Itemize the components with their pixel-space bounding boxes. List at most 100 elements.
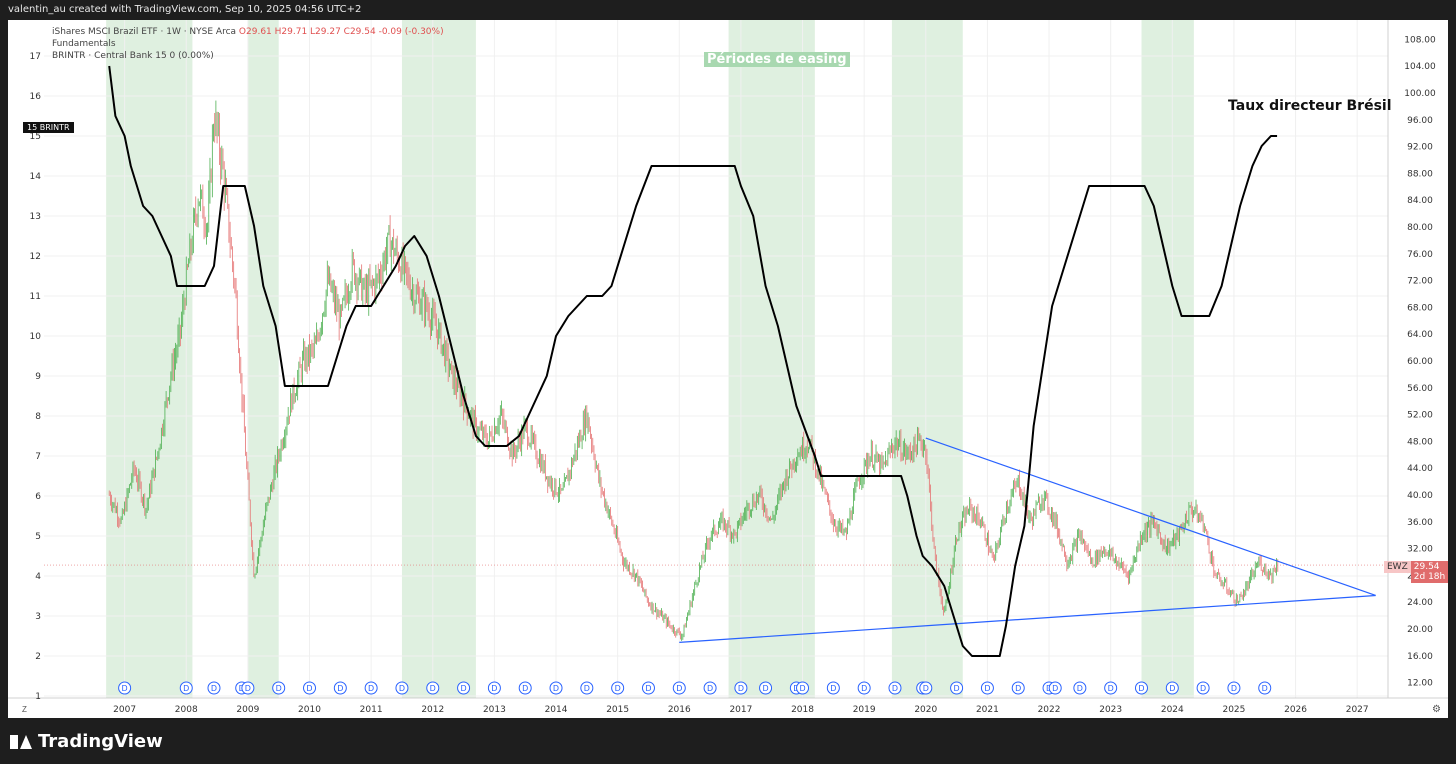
dividend-marker-label: D — [984, 684, 990, 693]
x-axis-tick-label: 2010 — [298, 705, 321, 715]
dividend-marker — [857, 681, 871, 695]
ewz-tag-value: 29.54 2d 18h — [1410, 561, 1449, 583]
dividend-marker — [1011, 681, 1025, 695]
chart-legend: iShares MSCI Brazil ETF · 1W · NYSE Arca… — [52, 26, 444, 62]
left-axis-tick-label: 15 — [30, 132, 41, 142]
price-chart[interactable]: 123456789101112131415161712.0016.0020.00… — [8, 20, 1448, 718]
x-axis-tick-label: 2018 — [791, 705, 814, 715]
dividend-marker-label: D — [491, 684, 497, 693]
left-axis-tick-label: 3 — [35, 612, 41, 622]
left-axis-tick-label: 10 — [30, 332, 42, 342]
trend-line — [925, 437, 1376, 597]
left-axis-tick-label: 17 — [30, 52, 41, 62]
dividend-marker — [1073, 681, 1087, 695]
dividend-marker — [888, 681, 902, 695]
right-axis-tick-label: 56.00 — [1407, 384, 1433, 394]
dividend-marker-label: D — [276, 684, 282, 693]
ewz-tag-countdown: 2d 18h — [1413, 572, 1446, 582]
right-axis-tick-label: 48.00 — [1407, 437, 1433, 447]
dividend-marker — [1196, 681, 1210, 695]
brand-name: TradingView — [38, 731, 163, 752]
right-axis-tick-label: 80.00 — [1407, 223, 1433, 233]
right-axis-tick-label: 88.00 — [1407, 169, 1433, 179]
policy-rate-label: Taux directeur Brésil — [1228, 98, 1392, 114]
easing-band — [728, 20, 815, 698]
x-axis-tick-label: 2019 — [853, 705, 876, 715]
dividend-marker-label: D — [1231, 684, 1237, 693]
dividend-marker-label: D — [645, 684, 651, 693]
x-axis-tick-label: 2017 — [729, 705, 752, 715]
left-axis-tick-label: 1 — [35, 692, 41, 702]
right-axis-tick-label: 12.00 — [1407, 679, 1433, 689]
x-axis-tick-label: 2022 — [1038, 705, 1061, 715]
left-axis-tick-label: 13 — [30, 212, 41, 222]
x-axis-tick-label: 2012 — [421, 705, 444, 715]
x-axis-tick-label: 2007 — [113, 705, 136, 715]
dividend-marker-label: D — [1052, 684, 1058, 693]
left-axis-tick-label: 2 — [35, 652, 41, 662]
right-axis-tick-label: 20.00 — [1407, 625, 1433, 635]
dividend-marker-label: D — [738, 684, 744, 693]
dividend-marker-label: D — [1108, 684, 1114, 693]
dividend-marker — [759, 681, 773, 695]
easing-band — [401, 20, 476, 698]
dividend-marker-label: D — [1262, 684, 1268, 693]
dividend-marker-label: D — [676, 684, 682, 693]
dividend-marker — [919, 681, 933, 695]
dividend-marker-label: D — [368, 684, 374, 693]
x-axis-tick-label: 2026 — [1284, 705, 1307, 715]
dividend-marker-label: D — [245, 684, 251, 693]
dividend-marker — [364, 681, 378, 695]
right-axis-tick-label: 60.00 — [1407, 357, 1433, 367]
brintr-tag-name: BRINTR — [39, 123, 70, 132]
dividend-marker — [1165, 681, 1179, 695]
dividend-marker-label: D — [1200, 684, 1206, 693]
left-axis-tick-label: 7 — [35, 452, 41, 462]
right-axis-tick-label: 52.00 — [1407, 411, 1433, 421]
dividend-marker — [641, 681, 655, 695]
dividend-marker — [549, 681, 563, 695]
dividend-marker — [611, 681, 625, 695]
settings-icon[interactable]: ⚙ — [1432, 704, 1441, 715]
x-axis-tick-label: 2025 — [1222, 705, 1245, 715]
ewz-price-tag: EWZ 29.54 2d 18h — [1384, 561, 1449, 583]
chart-frame[interactable]: 1 2 3 4 5 6 7 8 9 10 11 12 13 14 15 16 17 12.00 16.00 20.00… — [8, 20, 1448, 718]
left-axis-tick-label: 6 — [35, 492, 41, 502]
right-axis-tick-label: 108.00 — [1404, 35, 1436, 45]
right-axis-tick-label: 96.00 — [1407, 116, 1433, 126]
dividend-marker-label: D — [861, 684, 867, 693]
dividend-marker — [826, 681, 840, 695]
dividend-marker-label: D — [762, 684, 768, 693]
right-axis-tick-label: 92.00 — [1407, 143, 1433, 153]
dividend-marker — [1048, 681, 1062, 695]
zoom-icon[interactable]: Z — [22, 705, 27, 714]
right-axis-tick-label: 16.00 — [1407, 652, 1433, 662]
right-axis-tick-label: 104.00 — [1404, 62, 1436, 72]
right-axis-tick-label: 44.00 — [1407, 464, 1433, 474]
easing-periods-label: Périodes de easing — [704, 52, 850, 67]
dividend-marker — [734, 681, 748, 695]
dividend-marker-label: D — [211, 684, 217, 693]
dividend-marker-label: D — [1015, 684, 1021, 693]
x-axis-tick-label: 2016 — [668, 705, 691, 715]
dividend-marker — [457, 681, 471, 695]
left-axis-tick-label: 5 — [35, 532, 41, 542]
tradingview-brand: TradingView — [10, 731, 163, 752]
x-axis-tick-label: 2015 — [606, 705, 629, 715]
dividend-marker-label: D — [430, 684, 436, 693]
right-axis-tick-label: 64.00 — [1407, 330, 1433, 340]
legend-symbol-row: iShares MSCI Brazil ETF · 1W · NYSE Arca… — [52, 26, 444, 38]
dividend-marker-label: D — [1077, 684, 1083, 693]
easing-band — [247, 20, 279, 698]
legend-brintr[interactable]: BRINTR · Central Bank 15 0 (0.00%) — [52, 51, 214, 61]
right-axis-tick-label: 24.00 — [1407, 598, 1433, 608]
left-axis-tick-label: 11 — [30, 292, 41, 302]
dividend-marker — [395, 681, 409, 695]
x-axis-tick-label: 2027 — [1346, 705, 1369, 715]
x-axis-tick-label: 2014 — [545, 705, 568, 715]
left-axis-tick-label: 4 — [35, 572, 41, 582]
ewz-tag-symbol: EWZ — [1384, 561, 1411, 573]
dividend-marker — [333, 681, 347, 695]
legend-fundamentals[interactable]: Fundamentals — [52, 39, 116, 49]
dividend-marker-label: D — [615, 684, 621, 693]
